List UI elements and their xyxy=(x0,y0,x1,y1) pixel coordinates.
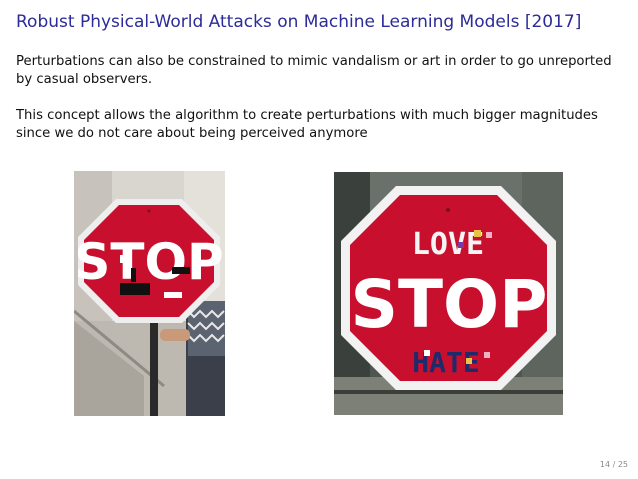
stop-sign-graffiti-image: LOVE STOP HATE xyxy=(334,172,563,415)
slide-body: Perturbations can also be constrained to… xyxy=(16,53,626,161)
stop-sign-sticker-image: STOP xyxy=(74,171,225,416)
stop-sign-graffiti-photo: LOVE STOP HATE xyxy=(334,172,563,415)
page-number: 14 / 25 xyxy=(599,460,628,469)
right-sign-text: STOP xyxy=(350,266,547,343)
slide-title: Robust Physical-World Attacks on Machine… xyxy=(16,12,582,32)
stop-sign-sticker-photo: STOP xyxy=(74,171,225,416)
left-sign-text: STOP xyxy=(74,233,223,291)
love-graffiti-text: LOVE xyxy=(412,227,484,262)
paragraph-magnitude: This concept allows the algorithm to cre… xyxy=(16,108,598,141)
paragraph-vandalism: Perturbations can also be constrained to… xyxy=(16,54,612,87)
